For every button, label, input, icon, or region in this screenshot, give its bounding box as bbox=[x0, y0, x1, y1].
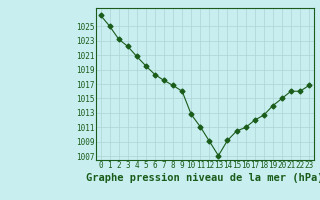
X-axis label: Graphe pression niveau de la mer (hPa): Graphe pression niveau de la mer (hPa) bbox=[86, 173, 320, 183]
